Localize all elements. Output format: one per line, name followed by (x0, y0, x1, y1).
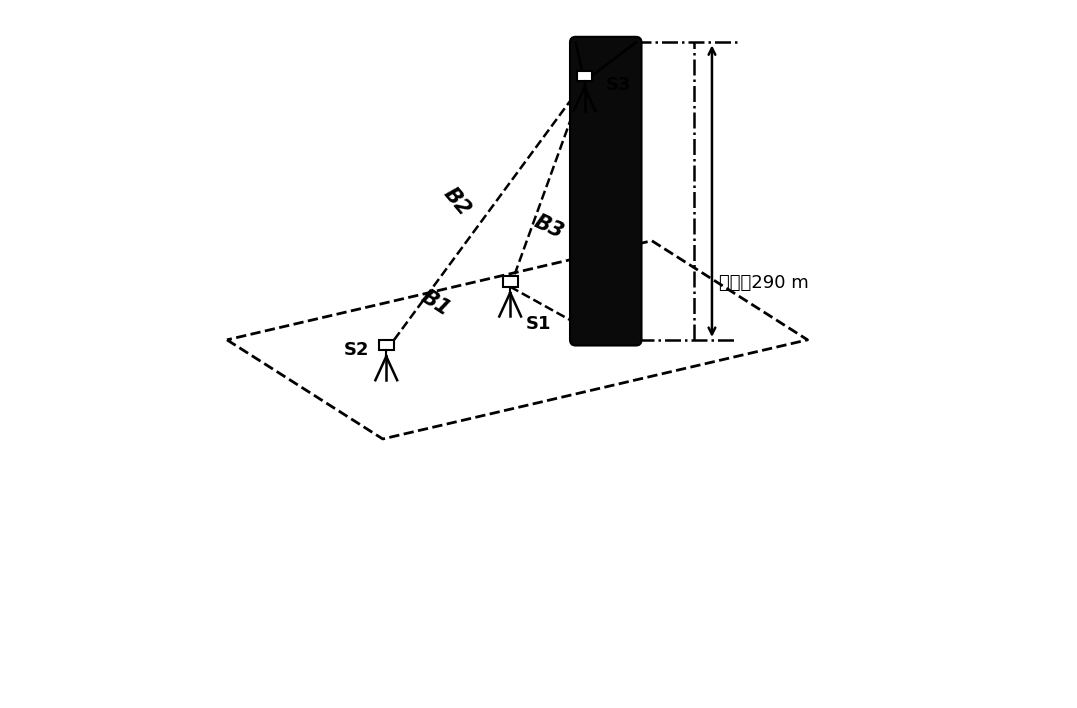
Text: S2: S2 (344, 341, 369, 360)
Text: S3: S3 (605, 76, 631, 94)
Bar (379, 340, 394, 350)
Text: B1: B1 (418, 286, 454, 320)
Bar (577, 71, 592, 81)
Text: 高差约290 m: 高差约290 m (719, 274, 809, 292)
Bar (503, 276, 518, 287)
Text: S1: S1 (526, 314, 551, 333)
FancyBboxPatch shape (570, 37, 642, 346)
Text: B3: B3 (531, 211, 568, 242)
Text: B2: B2 (439, 183, 475, 220)
